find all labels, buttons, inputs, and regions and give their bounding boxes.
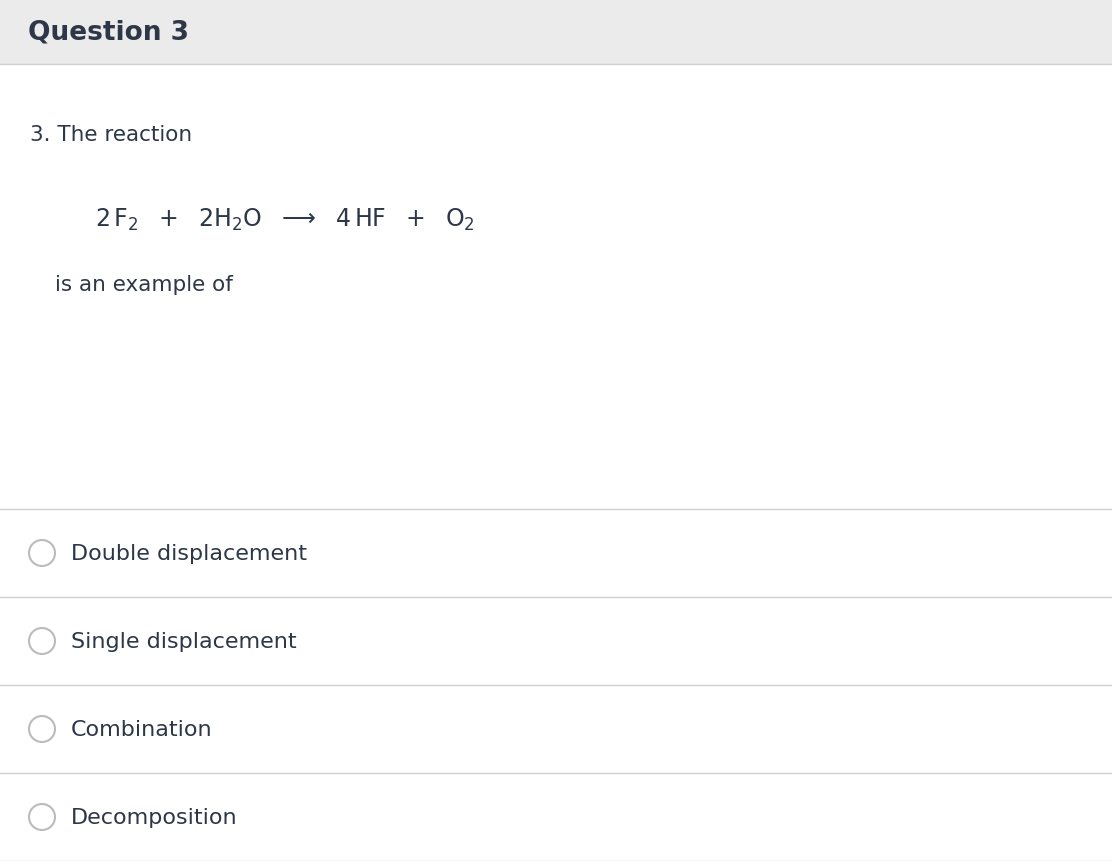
- Text: 3. The reaction: 3. The reaction: [30, 125, 192, 145]
- Text: Decomposition: Decomposition: [71, 807, 238, 827]
- Text: Single displacement: Single displacement: [71, 631, 297, 651]
- Text: Combination: Combination: [71, 719, 212, 739]
- Text: Double displacement: Double displacement: [71, 543, 307, 563]
- Text: is an example of: is an example of: [54, 275, 232, 294]
- Text: Question 3: Question 3: [28, 20, 189, 46]
- Bar: [0, 0, 1112, 65]
- Text: $2\,\mathrm{F_2}\ \ +\ \ 2\mathrm{H_2O}\ \ \longrightarrow\ \ 4\,\mathrm{HF}\ \ : $2\,\mathrm{F_2}\ \ +\ \ 2\mathrm{H_2O}\…: [95, 207, 475, 232]
